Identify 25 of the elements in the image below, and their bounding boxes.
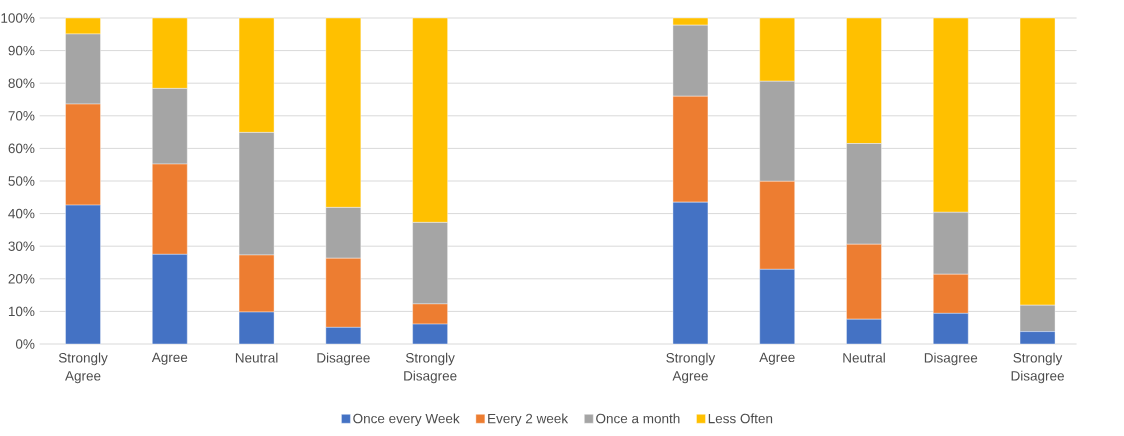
x-tick-label: Neutral: [235, 352, 278, 363]
y-tick-label: 0%: [15, 339, 35, 349]
legend-label: Once a month: [596, 413, 680, 424]
x-tick-label: Strongly Agree: [666, 352, 716, 384]
y-tick-label: 10%: [8, 306, 35, 317]
y-tick-label: 80%: [8, 78, 35, 88]
x-tick-label: Strongly Disagree: [1011, 352, 1064, 384]
y-tick-label: 20%: [8, 274, 35, 284]
legend-label: Less Often: [708, 413, 773, 424]
y-tick-label: 40%: [8, 208, 35, 219]
y-tick-label: 50%: [8, 176, 35, 186]
x-tick-label: Strongly Agree: [58, 352, 108, 384]
legend-label: Once every Week: [353, 413, 460, 426]
x-tick-label: Disagree: [924, 352, 978, 366]
x-tick-label: Strongly Disagree: [404, 352, 457, 384]
y-tick-label: 30%: [8, 241, 35, 251]
x-tick-label: Neutral: [843, 352, 885, 363]
y-tick-label: 100%: [1, 13, 35, 23]
y-tick-label: 70%: [8, 111, 35, 121]
x-tick-label: Disagree: [317, 352, 370, 366]
x-tick-label: Agree: [151, 352, 188, 365]
y-tick-label: 90%: [8, 45, 35, 56]
x-tick-label: Agree: [759, 352, 795, 365]
legend-label: Every 2 week: [488, 413, 569, 426]
y-tick-label: 60%: [8, 143, 35, 154]
